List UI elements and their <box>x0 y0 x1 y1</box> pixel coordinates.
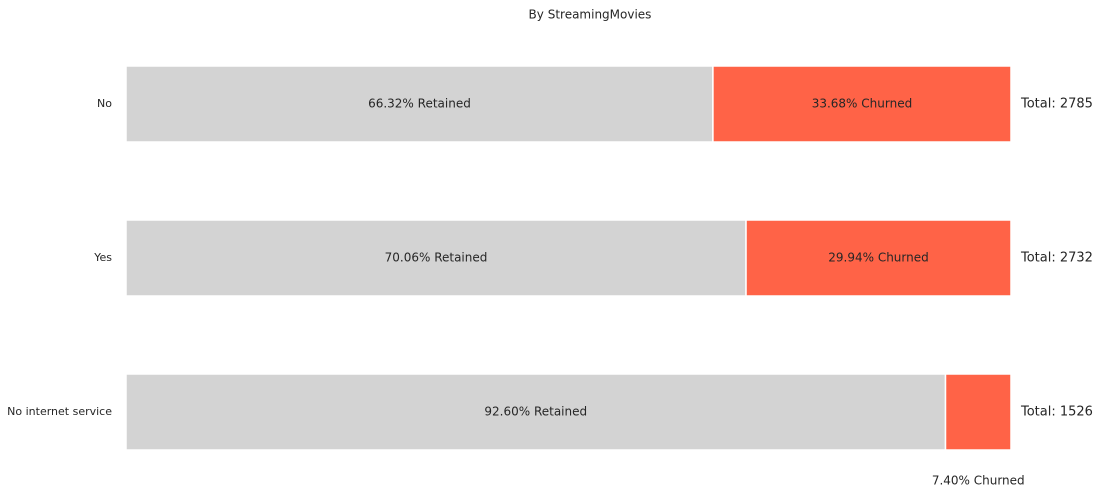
total-label: Total: 2732 <box>1020 251 1093 266</box>
bar-segment <box>125 65 714 143</box>
value-label: 29.94% Churned <box>828 251 929 265</box>
value-label: 33.68% Churned <box>812 97 913 111</box>
value-label: 70.06% Retained <box>385 251 488 265</box>
value-label: 66.32% Retained <box>368 97 471 111</box>
y-tick-label: Yes <box>93 251 112 264</box>
total-label: Total: 1526 <box>1020 405 1093 420</box>
value-label: 7.40% Churned <box>932 474 1025 488</box>
bar-segment <box>745 219 1012 297</box>
y-tick-label: No <box>97 97 112 110</box>
bar-segment <box>944 373 1012 451</box>
bar-segment <box>125 219 747 297</box>
chart-title: By StreamingMovies <box>529 8 652 22</box>
total-label: Total: 2785 <box>1020 97 1093 112</box>
value-label: 92.60% Retained <box>484 405 587 419</box>
y-tick-label: No internet service <box>7 405 112 418</box>
bar-segment <box>125 373 947 451</box>
bar-segment <box>712 65 1012 143</box>
